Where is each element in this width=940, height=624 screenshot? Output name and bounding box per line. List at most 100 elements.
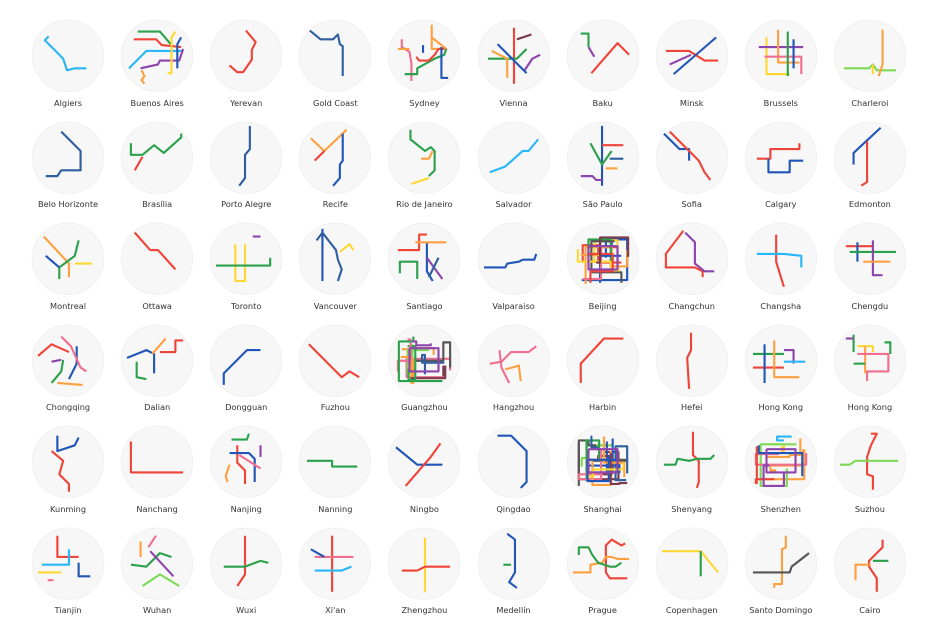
metro-line bbox=[663, 454, 715, 466]
metro-line bbox=[839, 459, 898, 466]
city-card-hong-kong[interactable]: Hong Kong bbox=[736, 311, 825, 412]
city-card-nanjing[interactable]: Nanjing bbox=[202, 412, 291, 514]
metro-line bbox=[140, 69, 146, 85]
city-card-vienna[interactable]: Vienna bbox=[469, 6, 558, 108]
metro-line bbox=[315, 565, 353, 572]
city-card-edmonton[interactable]: Edmonton bbox=[825, 108, 914, 209]
city-card-charleroi[interactable]: Charleroi bbox=[825, 6, 914, 108]
city-card-recife[interactable]: Recife bbox=[291, 108, 380, 209]
city-card-baku[interactable]: Baku bbox=[558, 6, 647, 108]
city-card-guangzhou[interactable]: Guangzhou bbox=[380, 311, 469, 412]
city-card-vancouver[interactable]: Vancouver bbox=[291, 209, 380, 311]
metro-line bbox=[691, 431, 700, 489]
city-label: Prague bbox=[588, 605, 617, 615]
city-card-ottawa[interactable]: Ottawa bbox=[113, 209, 202, 311]
metro-line bbox=[43, 35, 87, 72]
metro-map-icon bbox=[477, 324, 550, 397]
city-card-brasi-lia[interactable]: Brasília bbox=[113, 108, 202, 209]
city-card-sa-o-paulo[interactable]: São Paulo bbox=[558, 108, 647, 209]
city-card-brussels[interactable]: Brussels bbox=[736, 6, 825, 108]
metro-line bbox=[496, 43, 527, 74]
map-circle bbox=[299, 324, 372, 397]
map-circle bbox=[31, 324, 105, 397]
city-card-dalian[interactable]: Dalian bbox=[113, 311, 202, 412]
metro-map-icon bbox=[477, 527, 550, 600]
city-card-chengdu[interactable]: Chengdu bbox=[825, 209, 914, 311]
city-label: Santiago bbox=[406, 300, 443, 311]
metro-line bbox=[685, 332, 692, 389]
city-card-zhengzhou[interactable]: Zhengzhou bbox=[380, 514, 469, 615]
city-card-kunming[interactable]: Kunming bbox=[24, 412, 113, 514]
metro-line bbox=[231, 433, 251, 441]
metro-line bbox=[661, 549, 719, 573]
city-card-beijing[interactable]: Beijing bbox=[558, 209, 647, 311]
metro-map-icon bbox=[655, 425, 728, 498]
city-card-toronto[interactable]: Toronto bbox=[202, 209, 291, 311]
metro-line bbox=[415, 47, 445, 62]
city-card-calgary[interactable]: Calgary bbox=[736, 108, 825, 209]
metro-line bbox=[238, 125, 252, 186]
map-circle bbox=[388, 425, 461, 498]
city-card-ningbo[interactable]: Ningbo bbox=[380, 412, 469, 514]
city-card-salvador[interactable]: Salvador bbox=[469, 108, 558, 209]
city-card-harbin[interactable]: Harbin bbox=[558, 311, 647, 412]
city-card-santiago[interactable]: Santiago bbox=[380, 209, 469, 311]
metro-line bbox=[580, 32, 590, 48]
metro-line bbox=[401, 355, 415, 384]
metro-line bbox=[764, 55, 803, 75]
city-card-santo-domingo[interactable]: Santo Domingo bbox=[736, 514, 825, 615]
city-card-yerevan[interactable]: Yerevan bbox=[202, 6, 291, 108]
city-card-xi-an[interactable]: Xi'an bbox=[291, 514, 380, 615]
city-card-minsk[interactable]: Minsk bbox=[647, 6, 736, 108]
city-label: Nanchang bbox=[136, 503, 178, 514]
city-card-suzhou[interactable]: Suzhou bbox=[825, 412, 914, 514]
city-card-copenhagen[interactable]: Copenhagen bbox=[647, 514, 736, 615]
city-label: Hefei bbox=[681, 402, 703, 412]
city-card-belo-horizonte[interactable]: Belo Horizonte bbox=[24, 108, 113, 209]
map-circle bbox=[744, 121, 817, 194]
city-card-hefei[interactable]: Hefei bbox=[647, 311, 736, 412]
metro-line bbox=[604, 538, 627, 579]
city-card-wuxi[interactable]: Wuxi bbox=[202, 514, 291, 615]
city-card-hangzhou[interactable]: Hangzhou bbox=[469, 311, 558, 412]
metro-line bbox=[877, 29, 884, 77]
map-circle bbox=[477, 222, 550, 295]
city-card-wuhan[interactable]: Wuhan bbox=[113, 514, 202, 615]
city-card-gold-coast[interactable]: Gold Coast bbox=[291, 6, 380, 108]
city-card-rio-de-janeiro[interactable]: Rio de Janeiro bbox=[380, 108, 469, 209]
city-card-qingdao[interactable]: Qingdao bbox=[469, 412, 558, 514]
metro-map-icon bbox=[210, 324, 283, 397]
metro-map-icon bbox=[299, 425, 372, 498]
city-card-changchun[interactable]: Changchun bbox=[647, 209, 736, 311]
city-card-sofia[interactable]: Sofia bbox=[647, 108, 736, 209]
city-card-changsha[interactable]: Changsha bbox=[736, 209, 825, 311]
metro-line bbox=[37, 342, 70, 357]
city-card-cairo[interactable]: Cairo bbox=[825, 514, 914, 615]
city-card-medelli-n[interactable]: Medellín bbox=[469, 514, 558, 615]
city-card-algiers[interactable]: Algiers bbox=[24, 6, 113, 108]
city-label: Chongqing bbox=[45, 402, 91, 412]
metro-line bbox=[752, 551, 810, 574]
city-card-shenyang[interactable]: Shenyang bbox=[647, 412, 736, 514]
metro-line bbox=[130, 551, 172, 568]
city-card-buenos-aires[interactable]: Buenos Aires bbox=[113, 6, 202, 108]
metro-line bbox=[402, 565, 451, 572]
city-card-fuzhou[interactable]: Fuzhou bbox=[291, 311, 380, 412]
city-card-porto-alegre[interactable]: Porto Alegre bbox=[202, 108, 291, 209]
city-card-nanning[interactable]: Nanning bbox=[291, 412, 380, 514]
city-card-chongqing[interactable]: Chongqing bbox=[24, 311, 113, 412]
city-label: Brussels bbox=[763, 97, 798, 108]
map-circle bbox=[299, 527, 372, 600]
metro-map-icon bbox=[210, 527, 283, 600]
city-card-valparaiso[interactable]: Valparaiso bbox=[469, 209, 558, 311]
city-card-tianjin[interactable]: Tianjin bbox=[24, 514, 113, 615]
city-card-dongguan[interactable]: Dongguan bbox=[202, 311, 291, 412]
city-card-hong-kong[interactable]: Hong Kong bbox=[825, 311, 914, 412]
city-card-sydney[interactable]: Sydney bbox=[380, 6, 469, 108]
city-card-nanchang[interactable]: Nanchang bbox=[113, 412, 202, 514]
city-card-prague[interactable]: Prague bbox=[558, 514, 647, 615]
city-card-shenzhen[interactable]: Shenzhen bbox=[736, 412, 825, 514]
city-card-montreal[interactable]: Montreal bbox=[24, 209, 113, 311]
metro-map-icon bbox=[655, 121, 728, 194]
city-card-shanghai[interactable]: Shanghai bbox=[558, 412, 647, 514]
